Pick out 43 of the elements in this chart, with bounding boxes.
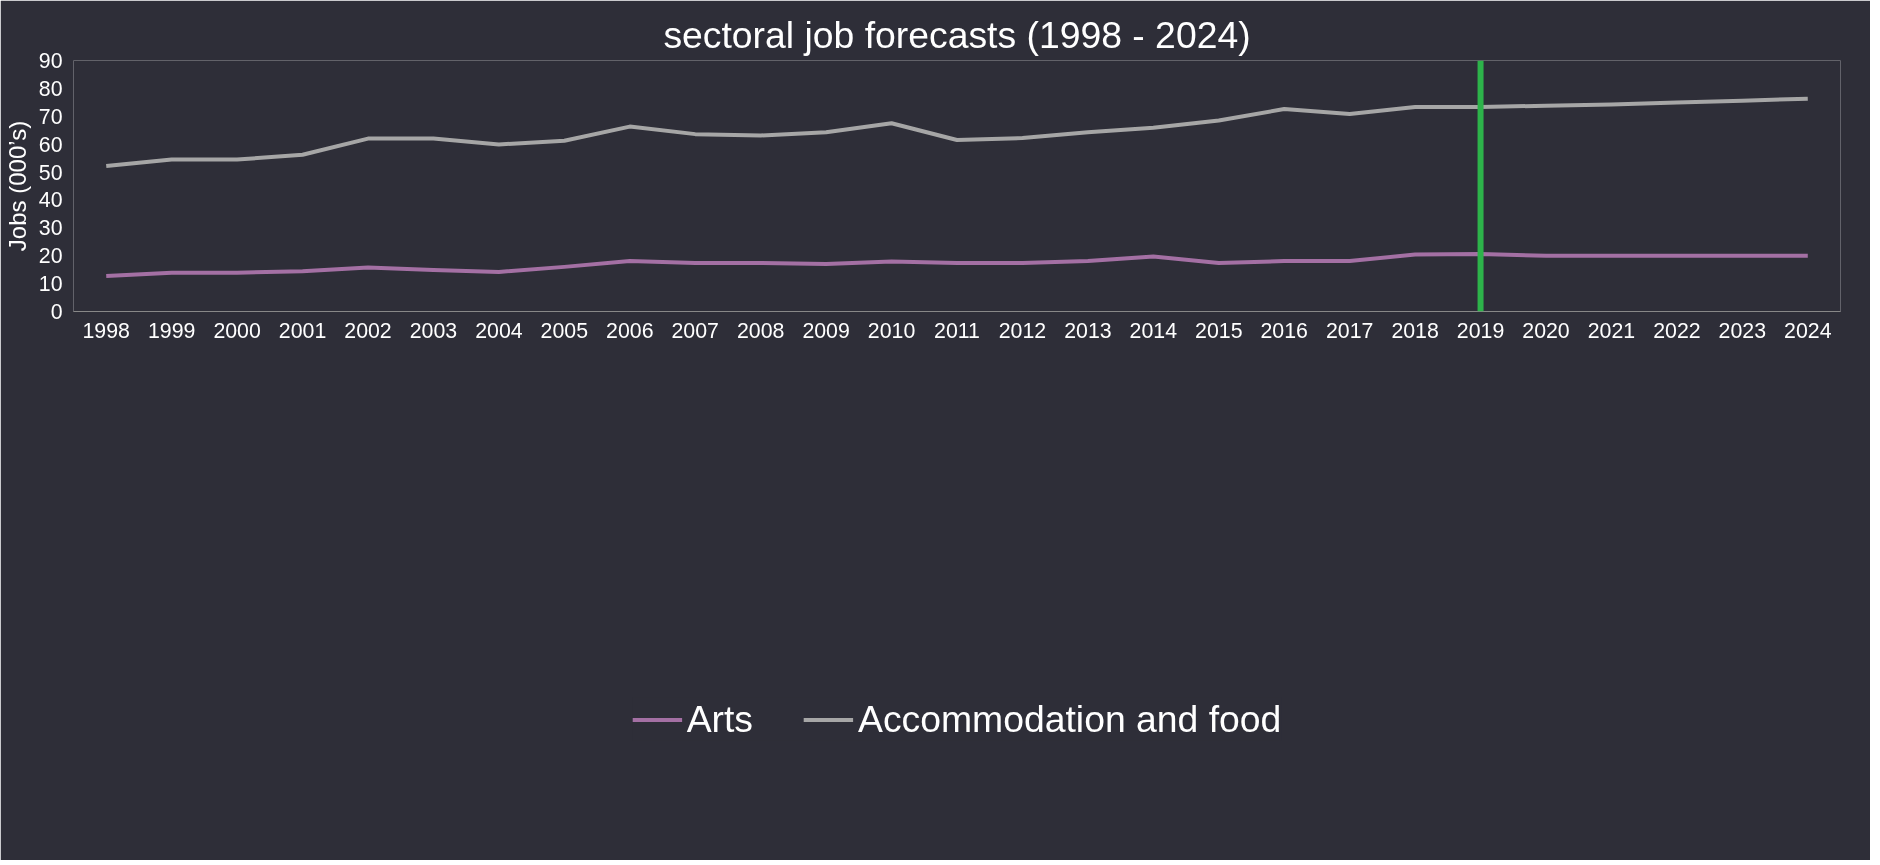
y-tick-label: 90 (38, 49, 63, 73)
y-tick-label: 10 (38, 272, 63, 297)
legend-label: Arts (686, 697, 754, 741)
y-tick-label: 30 (38, 216, 63, 241)
x-tick-label: 2004 (475, 318, 523, 343)
x-tick-label: 2017 (1325, 318, 1374, 343)
x-tick-label: 2014 (1129, 318, 1178, 343)
y-tick-label: 40 (38, 188, 63, 213)
y-tick-label: 80 (38, 76, 63, 101)
x-tick-label: 2006 (606, 318, 654, 343)
x-tick-label: 2016 (1260, 318, 1308, 343)
y-tick-label: 20 (38, 244, 63, 269)
x-tick-label: 2013 (1064, 318, 1112, 343)
x-tick-label: 2021 (1587, 318, 1636, 343)
legend-label: Accommodation and food (858, 697, 1282, 741)
x-tick-label: 2001 (278, 318, 327, 343)
x-tick-label: 2024 (1784, 318, 1832, 343)
x-tick-label: 2020 (1522, 318, 1570, 343)
x-tick-label: 2009 (802, 318, 850, 343)
x-tick-label: 2012 (998, 318, 1047, 343)
x-tick-label: 2018 (1391, 318, 1439, 343)
line-series (104, 96, 1810, 168)
x-tick-label: 2015 (1195, 318, 1243, 343)
x-tick-label: 2003 (409, 318, 458, 343)
x-tick-label: 2022 (1653, 318, 1701, 343)
x-tick-label: 2011 (934, 318, 980, 343)
x-tick-label: 2010 (867, 318, 916, 343)
x-tick-label: 1998 (82, 318, 130, 343)
y-axis-title: Jobs (000’s) (3, 120, 31, 252)
y-tick-label: 60 (38, 132, 63, 157)
x-tick-label: 2008 (736, 318, 785, 343)
line-series (104, 252, 1810, 279)
x-tick-label: 2002 (344, 318, 392, 343)
x-tick-label: 2023 (1718, 318, 1767, 343)
x-tick-label: 2005 (540, 318, 589, 343)
chart-title: sectoral job forecasts (1998 - 2024) (663, 13, 1251, 56)
y-tick-label: 50 (38, 160, 63, 185)
x-tick-label: 2019 (1456, 318, 1505, 343)
x-tick-label: 2007 (671, 318, 719, 343)
x-tick-label: 2000 (213, 318, 261, 343)
y-tick-label: 0 (50, 300, 63, 324)
x-tick-label: 1999 (147, 318, 196, 343)
y-tick-label: 70 (38, 104, 63, 129)
